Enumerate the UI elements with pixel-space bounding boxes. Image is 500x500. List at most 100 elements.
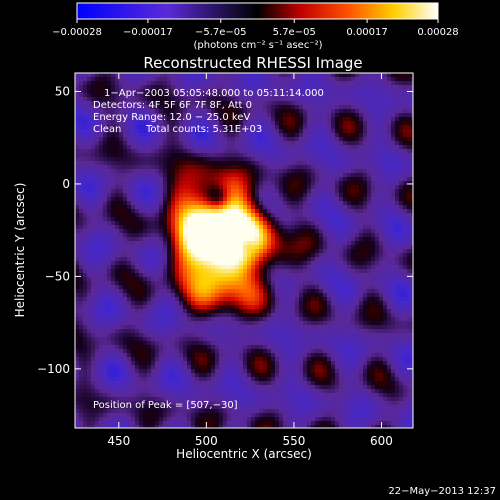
heatmap-cell — [79, 217, 84, 222]
heatmap-cell — [75, 77, 80, 82]
heatmap-cell — [279, 157, 284, 162]
heatmap-cell — [255, 93, 260, 98]
heatmap-cell — [275, 157, 280, 162]
heatmap-cell — [383, 201, 388, 206]
heatmap-cell — [227, 109, 232, 114]
heatmap-cell — [227, 85, 232, 90]
heatmap-cell — [343, 297, 348, 302]
heatmap-cell — [387, 173, 392, 178]
heatmap-cell — [403, 133, 408, 138]
heatmap-cell — [355, 281, 360, 286]
heatmap-cell — [243, 305, 248, 310]
heatmap-cell — [307, 205, 312, 210]
heatmap-cell — [235, 153, 240, 158]
heatmap-cell — [367, 97, 372, 102]
heatmap-cell — [303, 141, 308, 146]
heatmap-cell — [339, 141, 344, 146]
heatmap-cell — [183, 177, 188, 182]
heatmap-cell — [295, 221, 300, 226]
heatmap-cell — [403, 149, 408, 154]
heatmap-cell — [195, 137, 200, 142]
heatmap-cell — [255, 233, 260, 238]
heatmap-cell — [123, 221, 128, 226]
heatmap-cell — [147, 281, 152, 286]
heatmap-cell — [239, 105, 244, 110]
heatmap-cell — [83, 293, 88, 298]
heatmap-cell — [267, 173, 272, 178]
heatmap-cell — [135, 165, 140, 170]
heatmap-cell — [299, 141, 304, 146]
heatmap-cell — [347, 181, 352, 186]
heatmap-cell — [323, 253, 328, 258]
heatmap-cell — [339, 201, 344, 206]
heatmap-cell — [147, 233, 152, 238]
heatmap-cell — [119, 189, 124, 194]
heatmap-cell — [123, 121, 128, 126]
heatmap-cell — [235, 105, 240, 110]
heatmap-cell — [187, 133, 192, 138]
heatmap-cell — [119, 89, 124, 94]
heatmap-cell — [347, 129, 352, 134]
heatmap-cell — [119, 257, 124, 262]
heatmap-cell — [179, 277, 184, 282]
heatmap-cell — [391, 269, 396, 274]
heatmap-cell — [407, 297, 412, 302]
heatmap-cell — [135, 269, 140, 274]
heatmap-cell — [319, 233, 324, 238]
heatmap-cell — [167, 213, 172, 218]
heatmap-cell — [339, 93, 344, 98]
heatmap-cell — [171, 281, 176, 286]
heatmap-cell — [311, 245, 316, 250]
heatmap-cell — [247, 97, 252, 102]
heatmap-cell — [367, 149, 372, 154]
heatmap-cell — [207, 305, 212, 310]
heatmap-cell — [371, 97, 376, 102]
heatmap-cell — [111, 73, 116, 78]
heatmap-cell — [283, 93, 288, 98]
heatmap-cell — [83, 113, 88, 118]
heatmap-cell — [219, 245, 224, 250]
heatmap-cell — [103, 73, 108, 78]
heatmap-cell — [251, 269, 256, 274]
heatmap-cell — [347, 101, 352, 106]
heatmap-cell — [115, 149, 120, 154]
heatmap-cell — [155, 169, 160, 174]
heatmap-cell — [387, 209, 392, 214]
heatmap-cell — [191, 185, 196, 190]
heatmap-cell — [235, 225, 240, 230]
heatmap-cell — [307, 297, 312, 302]
heatmap-cell — [375, 273, 380, 278]
heatmap-cell — [127, 277, 132, 282]
heatmap-cell — [219, 273, 224, 278]
heatmap-cell — [215, 269, 220, 274]
heatmap-cell — [327, 301, 332, 306]
heatmap-cell — [355, 101, 360, 106]
heatmap-cell — [403, 261, 408, 266]
heatmap-cell — [355, 141, 360, 146]
heatmap-cell — [191, 145, 196, 150]
heatmap-cell — [319, 101, 324, 106]
heatmap-cell — [227, 137, 232, 142]
heatmap-cell — [79, 257, 84, 262]
heatmap-cell — [259, 77, 264, 82]
heatmap-cell — [191, 201, 196, 206]
heatmap-cell — [379, 121, 384, 126]
heatmap-cell — [287, 205, 292, 210]
heatmap-cell — [399, 233, 404, 238]
heatmap-cell — [327, 277, 332, 282]
heatmap-cell — [411, 221, 413, 226]
heatmap-cell — [307, 77, 312, 82]
heatmap-cell — [219, 161, 224, 166]
heatmap-cell — [207, 241, 212, 246]
heatmap-cell — [363, 277, 368, 282]
heatmap-cell — [303, 249, 308, 254]
heatmap-cell — [323, 261, 328, 266]
heatmap-cell — [323, 89, 328, 94]
heatmap-cell — [243, 137, 248, 142]
heatmap-cell — [107, 249, 112, 254]
heatmap-cell — [95, 161, 100, 166]
heatmap-cell — [315, 153, 320, 158]
heatmap-cell — [183, 181, 188, 186]
heatmap-cell — [147, 141, 152, 146]
heatmap-cell — [123, 197, 128, 202]
